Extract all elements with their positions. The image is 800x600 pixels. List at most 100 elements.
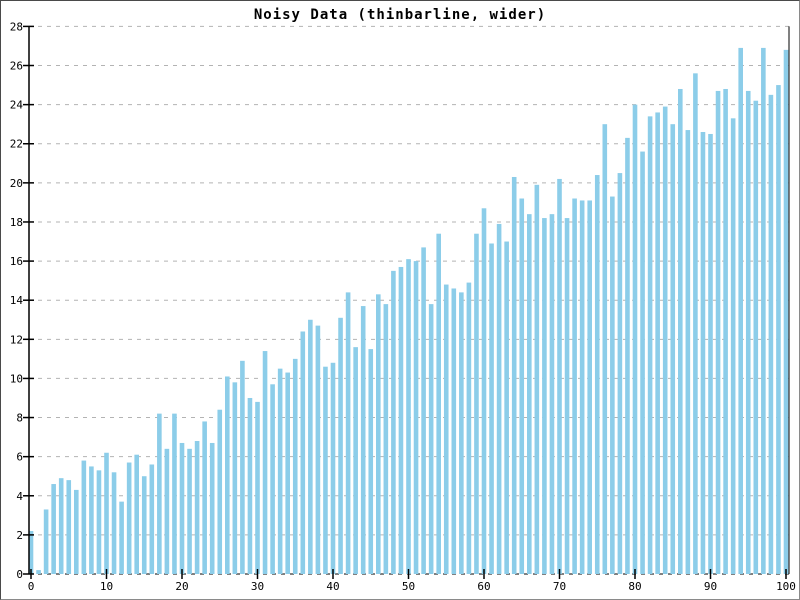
- x-tick-label: 50: [402, 580, 415, 593]
- bar: [255, 401, 260, 574]
- bar: [292, 358, 298, 574]
- bar: [768, 94, 774, 574]
- y-tick-label: 0: [16, 568, 23, 581]
- bar: [217, 409, 223, 574]
- bar: [134, 454, 139, 574]
- bar: [247, 397, 253, 574]
- bar: [723, 88, 728, 575]
- bar: [527, 214, 532, 575]
- bar: [655, 112, 660, 575]
- bar: [776, 85, 781, 575]
- bar: [466, 282, 472, 574]
- bar: [753, 100, 759, 575]
- bar: [194, 441, 200, 574]
- bar: [43, 509, 49, 574]
- bar: [594, 175, 600, 574]
- y-tick-label: 26: [10, 60, 23, 73]
- bar: [436, 233, 441, 574]
- bar: [647, 116, 653, 574]
- bar: [413, 261, 419, 574]
- bar: [96, 470, 102, 574]
- x-tick-label: 70: [553, 580, 566, 593]
- bar: [730, 118, 736, 574]
- bar: [459, 292, 464, 574]
- bar: [406, 259, 411, 574]
- bar: [330, 362, 336, 574]
- bar: [232, 382, 238, 574]
- bar: [421, 247, 426, 574]
- bar: [534, 184, 540, 574]
- bar: [708, 133, 713, 574]
- bar: [66, 480, 72, 574]
- bar: [761, 47, 766, 575]
- bar: [74, 489, 79, 574]
- bar: [602, 124, 608, 574]
- x-tick-label: 20: [175, 580, 188, 593]
- bar: [549, 214, 555, 575]
- bar: [678, 88, 683, 575]
- bar: [179, 442, 185, 574]
- bar: [51, 484, 56, 574]
- bar: [225, 376, 230, 574]
- bar: [28, 530, 34, 574]
- bar: [345, 292, 351, 574]
- bar: [270, 384, 275, 574]
- bar: [474, 233, 479, 574]
- bar: [353, 347, 358, 574]
- bar: [542, 218, 547, 574]
- bar: [338, 317, 343, 574]
- x-tick-label: 100: [776, 580, 796, 593]
- bar: [504, 241, 509, 574]
- x-tick-label: 10: [100, 580, 113, 593]
- bar: [209, 442, 215, 574]
- x-tick-label: 80: [628, 580, 641, 593]
- bar: [572, 198, 577, 574]
- x-tick-label: 0: [28, 580, 35, 593]
- bar: [564, 218, 570, 574]
- bar: [632, 104, 638, 574]
- bar: [700, 132, 706, 574]
- bar: [368, 349, 374, 574]
- bar: [738, 47, 743, 575]
- bar: [119, 501, 124, 574]
- bar: [511, 176, 517, 575]
- bar: [376, 294, 381, 574]
- bar: [285, 372, 290, 574]
- bar: [662, 106, 668, 574]
- y-tick-label: 10: [10, 372, 23, 385]
- bar: [579, 200, 585, 575]
- y-tick-label: 20: [10, 177, 23, 190]
- bar: [104, 452, 109, 574]
- y-tick-label: 4: [16, 490, 23, 503]
- bar: [149, 464, 155, 574]
- chart-title: Noisy Data (thinbarline, wider): [253, 7, 547, 23]
- bar: [89, 466, 94, 574]
- bar: [202, 421, 207, 574]
- x-tick-label: 60: [477, 580, 490, 593]
- y-tick-label: 24: [10, 99, 24, 112]
- bar: [783, 49, 789, 574]
- bar: [693, 73, 698, 574]
- bar: [587, 200, 592, 575]
- bar: [617, 173, 623, 575]
- bar: [640, 151, 645, 574]
- y-tick-label: 28: [10, 20, 23, 33]
- bar: [262, 351, 268, 574]
- x-tick-label: 90: [704, 580, 717, 593]
- bar: [81, 460, 87, 574]
- bar: [240, 360, 245, 574]
- bar: [187, 448, 192, 574]
- bar: [428, 304, 434, 574]
- bar: [489, 243, 494, 574]
- bar: [36, 570, 41, 574]
- y-tick-label: 22: [10, 138, 23, 151]
- bar: [481, 208, 487, 574]
- y-tick-label: 14: [10, 294, 24, 307]
- bar: [745, 90, 751, 574]
- bar: [610, 196, 615, 574]
- bar: [58, 478, 64, 574]
- bar: [315, 325, 321, 574]
- bar: [383, 304, 389, 574]
